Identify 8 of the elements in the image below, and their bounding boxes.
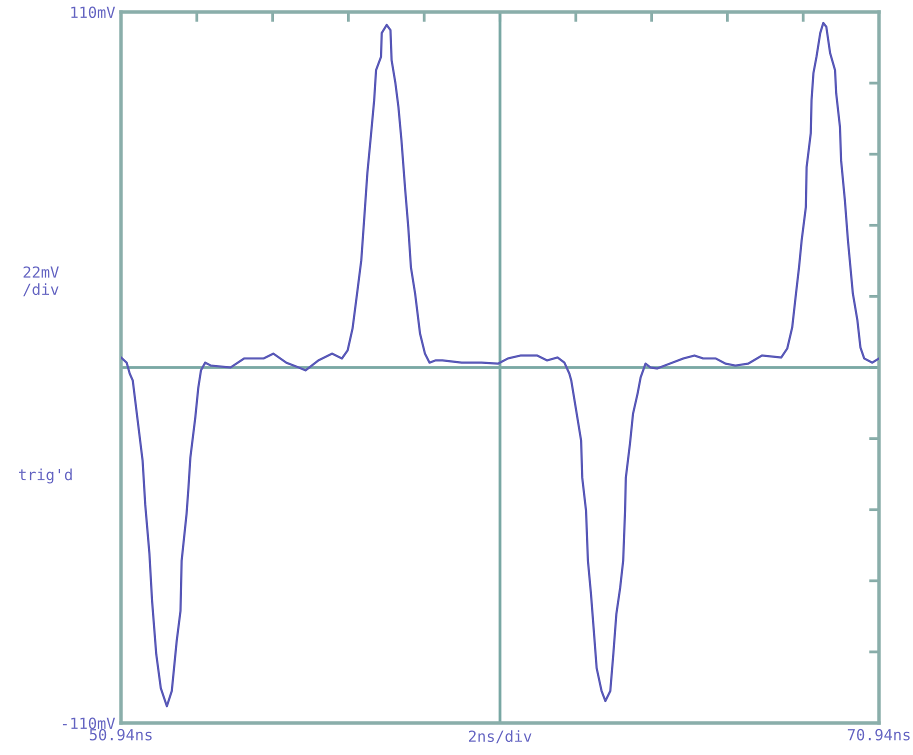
- x-tick-label: 70.94ns: [848, 728, 910, 740]
- y-axis-title: 22mV /div: [23, 266, 59, 296]
- x-axis-title: 2ns/div: [468, 730, 532, 744]
- y-tick-label: -110mV: [62, 718, 116, 730]
- x-tick-label: 50.94ns: [90, 728, 152, 740]
- y-tick-label: 110mV: [71, 6, 116, 18]
- line-series: [121, 22, 879, 708]
- text: trig'd: [18, 468, 72, 484]
